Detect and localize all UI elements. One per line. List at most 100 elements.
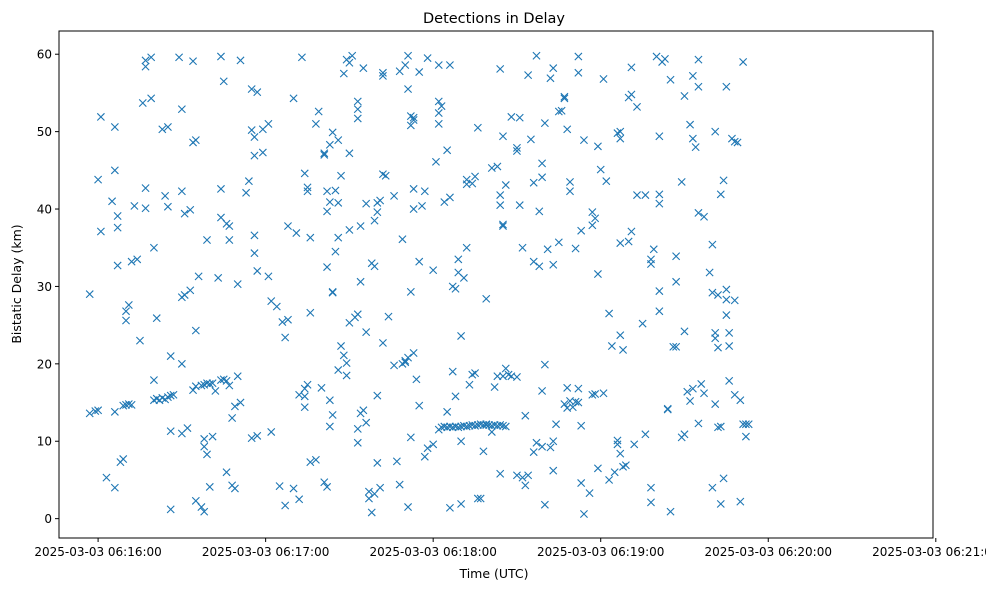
data-point bbox=[267, 427, 276, 436]
data-point bbox=[200, 434, 209, 443]
data-point bbox=[376, 196, 385, 205]
data-point bbox=[133, 255, 142, 264]
data-point bbox=[339, 351, 348, 360]
data-point bbox=[655, 132, 664, 141]
data-point bbox=[521, 411, 530, 420]
data-point bbox=[250, 231, 259, 240]
data-point bbox=[373, 458, 382, 467]
data-point bbox=[113, 261, 122, 270]
data-point bbox=[538, 159, 547, 168]
data-point bbox=[320, 478, 329, 487]
data-point bbox=[356, 277, 365, 286]
y-tick-label: 10 bbox=[37, 435, 52, 449]
data-point bbox=[716, 422, 725, 431]
data-point bbox=[688, 71, 697, 80]
data-point bbox=[512, 373, 521, 381]
data-point bbox=[325, 140, 334, 149]
data-point bbox=[214, 273, 223, 282]
data-point bbox=[725, 376, 734, 385]
data-point bbox=[577, 226, 586, 235]
data-point bbox=[434, 97, 443, 106]
data-point bbox=[512, 471, 521, 480]
data-point bbox=[722, 295, 731, 304]
data-point bbox=[183, 424, 192, 433]
data-point bbox=[711, 127, 720, 136]
data-point bbox=[459, 421, 468, 430]
data-point bbox=[423, 444, 432, 453]
data-point bbox=[515, 201, 524, 210]
data-point bbox=[708, 240, 717, 249]
data-point bbox=[694, 208, 703, 217]
data-point bbox=[353, 310, 362, 319]
data-point bbox=[549, 437, 558, 446]
data-point bbox=[711, 400, 720, 409]
data-point bbox=[498, 421, 507, 430]
data-point bbox=[465, 421, 474, 430]
data-point bbox=[563, 125, 572, 134]
data-point bbox=[708, 288, 717, 297]
data-point bbox=[323, 482, 332, 491]
data-point bbox=[415, 401, 424, 410]
data-point bbox=[490, 383, 499, 392]
data-point bbox=[197, 381, 206, 390]
data-point bbox=[554, 107, 563, 116]
data-point bbox=[314, 107, 323, 116]
data-point bbox=[574, 68, 583, 77]
x-axis: 2025-03-03 06:16:00 2025-03-03 06:17:00 20… bbox=[34, 538, 986, 559]
data-point bbox=[445, 193, 454, 202]
data-point bbox=[177, 359, 186, 368]
data-point bbox=[320, 149, 329, 158]
data-point bbox=[532, 438, 541, 447]
data-point bbox=[323, 207, 332, 216]
data-point bbox=[306, 308, 315, 317]
data-point bbox=[507, 112, 516, 121]
data-point bbox=[607, 342, 616, 351]
data-point bbox=[546, 74, 555, 83]
data-point bbox=[730, 390, 739, 399]
data-point bbox=[498, 222, 507, 231]
data-point bbox=[334, 198, 343, 207]
data-point bbox=[566, 187, 574, 196]
data-point bbox=[515, 113, 524, 122]
data-point bbox=[404, 85, 413, 94]
data-point bbox=[479, 447, 488, 456]
data-point bbox=[619, 345, 628, 354]
data-point bbox=[158, 125, 167, 134]
data-point bbox=[716, 499, 725, 508]
data-point bbox=[253, 431, 262, 440]
data-point bbox=[429, 266, 438, 275]
data-point bbox=[571, 244, 580, 253]
data-point bbox=[205, 379, 214, 388]
data-point bbox=[362, 328, 371, 337]
data-point bbox=[538, 173, 547, 182]
data-point bbox=[85, 409, 94, 418]
data-point bbox=[303, 380, 312, 389]
data-point bbox=[141, 56, 150, 65]
data-point bbox=[325, 396, 334, 405]
data-point bbox=[225, 381, 234, 390]
data-point bbox=[300, 384, 309, 393]
data-point bbox=[596, 165, 605, 174]
data-point bbox=[672, 277, 681, 286]
data-point bbox=[378, 71, 387, 80]
data-point bbox=[518, 243, 527, 252]
data-point bbox=[348, 51, 357, 60]
data-point bbox=[549, 64, 558, 73]
data-point bbox=[588, 221, 597, 230]
data-point bbox=[359, 64, 368, 73]
data-point bbox=[571, 397, 580, 406]
data-point bbox=[680, 92, 689, 101]
data-point bbox=[705, 268, 714, 277]
data-point bbox=[353, 97, 362, 106]
data-point bbox=[716, 190, 725, 199]
data-point bbox=[593, 142, 602, 151]
data-point bbox=[236, 56, 245, 65]
data-point bbox=[457, 422, 466, 431]
data-point bbox=[599, 75, 608, 83]
data-point bbox=[127, 400, 136, 409]
data-point bbox=[501, 364, 510, 373]
data-point bbox=[406, 121, 415, 130]
data-point bbox=[577, 479, 586, 488]
data-point bbox=[163, 202, 172, 211]
data-point bbox=[451, 422, 460, 431]
